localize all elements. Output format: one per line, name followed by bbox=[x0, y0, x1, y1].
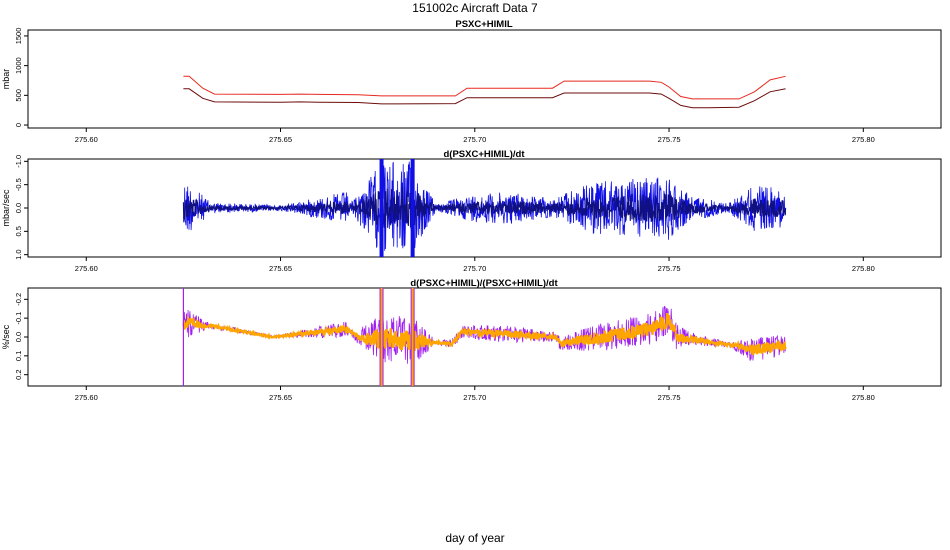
x-tick-label: 275.65 bbox=[269, 135, 292, 144]
series-line-1 bbox=[182, 187, 787, 228]
panel-pressure-xticks: 275.60 275.65 275.70 275.75 275.80 bbox=[75, 128, 875, 144]
panel-derivative-title: d(PSXC+HIMIL)/dt bbox=[443, 149, 525, 160]
panel-relative-rate-yticks: -0.2 -0.1 0.0 0.1 0.2 bbox=[14, 293, 28, 380]
panel-relative-rate-series bbox=[182, 288, 787, 386]
x-tick-label: 275.75 bbox=[658, 393, 681, 402]
x-tick-label: 275.70 bbox=[463, 264, 486, 273]
panel-derivative-series bbox=[182, 159, 787, 257]
y-tick-label: -0.2 bbox=[14, 293, 23, 306]
x-tick-label: 275.80 bbox=[852, 264, 875, 273]
page-title: 151002c Aircraft Data 7 bbox=[412, 1, 538, 15]
panel-relative-rate-xticks: 275.60 275.65 275.70 275.75 275.80 bbox=[75, 386, 875, 402]
x-tick-label: 275.75 bbox=[658, 135, 681, 144]
y-tick-label: 0.1 bbox=[14, 351, 23, 361]
x-tick-label: 275.60 bbox=[75, 135, 98, 144]
x-tick-label: 275.65 bbox=[269, 264, 292, 273]
y-tick-label: 0.0 bbox=[14, 203, 23, 213]
x-tick-label: 275.80 bbox=[852, 393, 875, 402]
y-tick-label: 0.0 bbox=[14, 332, 23, 342]
panel-derivative: d(PSXC+HIMIL)/dt mbar/sec 275.60 275.65 27… bbox=[1, 149, 942, 273]
panel-pressure-title: PSXC+HIMIL bbox=[455, 19, 512, 30]
x-tick-label: 275.80 bbox=[852, 135, 875, 144]
x-tick-label: 275.70 bbox=[463, 135, 486, 144]
series-line-1 bbox=[182, 312, 787, 357]
panel-relative-rate: d(PSXC+HIMIL)/(PSXC+HIMIL)/dt %/sec 275.… bbox=[1, 278, 942, 402]
y-tick-label: 1000 bbox=[14, 57, 23, 74]
panel-relative-rate-ylabel: %/sec bbox=[1, 324, 11, 349]
x-tick-label: 275.60 bbox=[75, 264, 98, 273]
x-tick-label: 275.75 bbox=[658, 264, 681, 273]
y-tick-label: -1.0 bbox=[14, 155, 23, 168]
x-tick-label: 275.65 bbox=[269, 393, 292, 402]
saturation-band-1 bbox=[410, 159, 415, 257]
panel-derivative-ylabel: mbar/sec bbox=[1, 189, 11, 227]
y-tick-label: 0.2 bbox=[14, 369, 23, 379]
saturation-band-inner-1 bbox=[411, 288, 414, 386]
x-tick-label: 275.60 bbox=[75, 393, 98, 402]
y-tick-label: 0.5 bbox=[14, 226, 23, 236]
saturation-band-inner-0 bbox=[380, 288, 383, 386]
y-tick-label: 1500 bbox=[14, 28, 23, 45]
saturation-band-0 bbox=[379, 159, 384, 257]
panel-derivative-yticks: -1.0 -0.5 0.0 0.5 1.0 bbox=[14, 155, 28, 260]
x-axis-caption: day of year bbox=[445, 531, 505, 545]
panel-relative-rate-title: d(PSXC+HIMIL)/(PSXC+HIMIL)/dt bbox=[410, 278, 558, 289]
panel-pressure-frame bbox=[27, 29, 942, 129]
y-tick-label: -0.1 bbox=[14, 312, 23, 325]
y-tick-label: -0.5 bbox=[14, 178, 23, 191]
panel-pressure-yticks: 0 500 1000 1500 bbox=[14, 28, 28, 127]
y-tick-label: 500 bbox=[14, 89, 23, 102]
series-line-1 bbox=[183, 88, 786, 109]
panel-pressure-ylabel: mbar bbox=[1, 69, 11, 90]
series-line-0 bbox=[183, 306, 786, 364]
series-line-0 bbox=[183, 75, 786, 100]
panel-derivative-xticks: 275.60 275.65 275.70 275.75 275.80 bbox=[75, 257, 875, 273]
y-tick-label: 0 bbox=[14, 123, 23, 127]
panel-pressure: PSXC+HIMIL mbar 275.60 275.65 275.70 275.75… bbox=[1, 19, 942, 144]
y-tick-label: 1.0 bbox=[14, 249, 23, 259]
x-tick-label: 275.70 bbox=[463, 393, 486, 402]
panel-pressure-series bbox=[183, 75, 786, 109]
